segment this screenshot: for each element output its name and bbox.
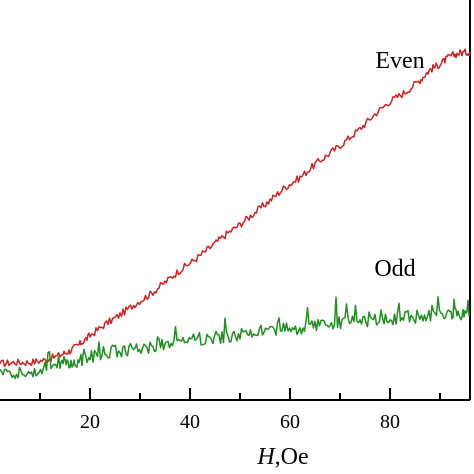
plot-area [0,0,471,401]
x-axis-unit: ,Oe [275,444,309,470]
x-tick-label: 80 [380,411,400,433]
x-axis-title: H,Oe [256,444,308,470]
x-tick-label: 40 [180,411,200,433]
series-label-even: Even [375,48,424,74]
series-label-odd: Odd [374,256,415,282]
x-ticks: 20 40 60 80 [39,388,441,433]
x-axis-variable: H [256,444,276,470]
series-group [0,48,471,380]
series-labels: Even Odd [374,48,424,282]
x-tick-label: 20 [80,411,100,433]
series-line-odd [0,296,471,380]
x-tick-label: 60 [280,411,300,433]
series-line-even [0,48,471,368]
